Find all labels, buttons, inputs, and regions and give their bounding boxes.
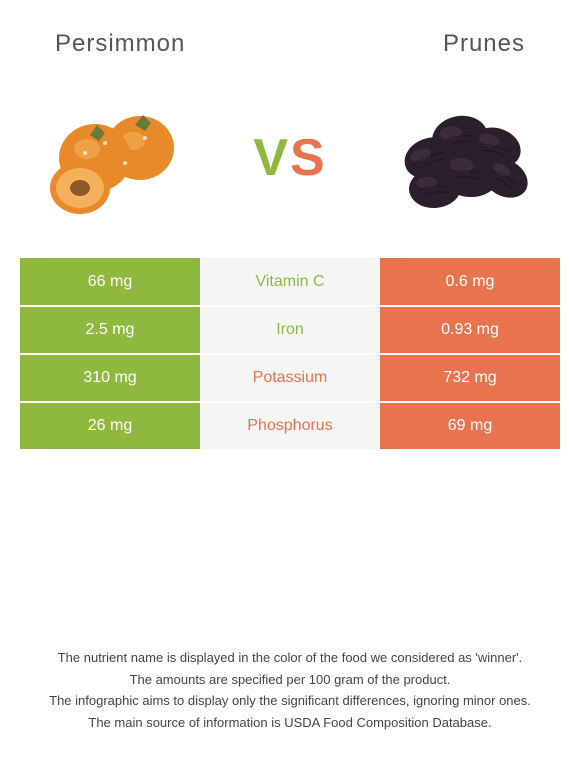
persimmon-image: [35, 93, 205, 223]
left-value: 310 mg: [20, 354, 200, 402]
nutrient-name: Iron: [200, 306, 380, 354]
nutrient-row: 2.5 mgIron0.93 mg: [20, 306, 560, 354]
left-value: 2.5 mg: [20, 306, 200, 354]
right-value: 0.6 mg: [380, 258, 560, 306]
nutrient-table: 66 mgVitamin C0.6 mg2.5 mgIron0.93 mg310…: [20, 258, 560, 451]
right-value: 0.93 mg: [380, 306, 560, 354]
footer-line: The main source of information is USDA F…: [45, 713, 535, 733]
header-row: Persimmon Prunes: [0, 0, 580, 68]
footer-line: The nutrient name is displayed in the co…: [45, 648, 535, 668]
vs-s: S: [290, 129, 327, 187]
right-food-title: Prunes: [443, 30, 525, 58]
vs-v: V: [253, 129, 290, 187]
left-value: 26 mg: [20, 402, 200, 450]
prunes-image: [375, 93, 545, 223]
right-value: 732 mg: [380, 354, 560, 402]
left-food-title: Persimmon: [55, 30, 185, 58]
left-value: 66 mg: [20, 258, 200, 306]
footer-line: The infographic aims to display only the…: [45, 691, 535, 711]
nutrient-row: 310 mgPotassium732 mg: [20, 354, 560, 402]
vs-label: VS: [253, 128, 326, 188]
food-images-row: VS: [0, 68, 580, 258]
nutrient-name: Vitamin C: [200, 258, 380, 306]
footer-notes: The nutrient name is displayed in the co…: [0, 648, 580, 734]
nutrient-name: Potassium: [200, 354, 380, 402]
nutrient-row: 66 mgVitamin C0.6 mg: [20, 258, 560, 306]
nutrient-row: 26 mgPhosphorus69 mg: [20, 402, 560, 450]
footer-line: The amounts are specified per 100 gram o…: [45, 670, 535, 690]
nutrient-name: Phosphorus: [200, 402, 380, 450]
right-value: 69 mg: [380, 402, 560, 450]
